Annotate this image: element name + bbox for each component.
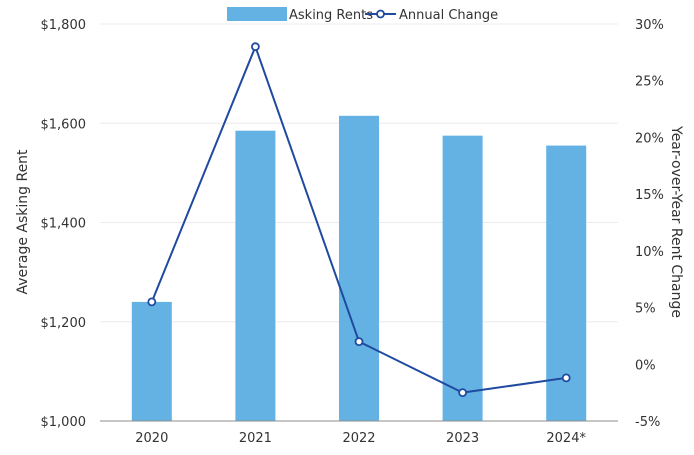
line-point — [250, 42, 260, 52]
legend-label-annual-change: Annual Change — [399, 8, 498, 23]
x-tick-label: 2023 — [446, 431, 479, 446]
y-tick-label: $1,400 — [41, 217, 87, 232]
line-series — [147, 42, 571, 398]
line-point — [561, 373, 571, 383]
bar — [131, 301, 172, 421]
y2-axis-title: Year-over-Year Rent Change — [668, 125, 684, 318]
x-tick-label: 2022 — [342, 431, 375, 446]
legend-label-asking-rents: Asking Rents — [289, 8, 373, 23]
bar — [442, 135, 483, 421]
y2-tick-label: 30% — [635, 18, 664, 33]
x-tick-label: 2020 — [135, 431, 168, 446]
x-tick-label: 2024* — [546, 431, 586, 446]
bar — [235, 130, 276, 421]
y-tick-label: $1,600 — [41, 117, 87, 132]
y2-tick-label: 15% — [635, 188, 664, 203]
y2-tick-label: 10% — [635, 245, 664, 260]
legend-swatch-asking-rents — [227, 7, 287, 21]
line-point — [147, 297, 157, 307]
y2-tick-label: -5% — [635, 415, 660, 430]
y-tick-label: $1,800 — [41, 18, 87, 33]
y-tick-label: $1,000 — [41, 415, 87, 430]
line-point — [458, 388, 468, 398]
y2-tick-label: 25% — [635, 75, 664, 90]
x-tick-label: 2021 — [239, 431, 272, 446]
line-point — [354, 337, 364, 347]
bar-series — [131, 115, 587, 422]
y-axis-title: Average Asking Rent — [15, 149, 31, 295]
y-tick-label: $1,200 — [41, 316, 87, 331]
y2-tick-label: 5% — [635, 302, 656, 317]
tick-labels: $1,000 $1,200 $1,400 $1,600 $1,800 -5% 0% 5% 10%… — [41, 18, 664, 446]
y2-tick-label: 0% — [635, 358, 656, 373]
legend-marker-annual-change — [376, 9, 385, 19]
y2-tick-label: 20% — [635, 131, 664, 146]
bar — [339, 115, 379, 422]
legend: Asking Rents Annual Change — [227, 7, 498, 23]
